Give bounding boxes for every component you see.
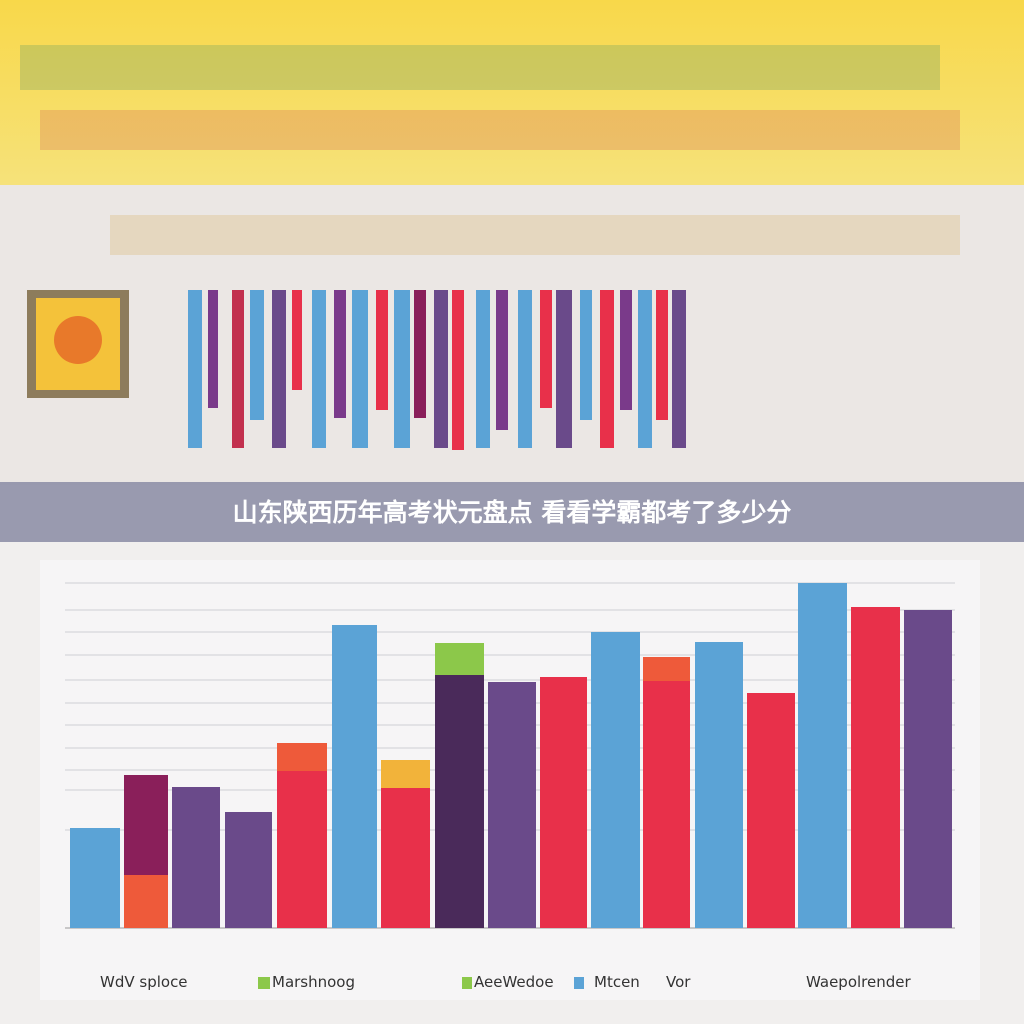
subtitle-strip [110, 215, 960, 255]
legend-swatch [462, 977, 472, 989]
legend-label: Vor [666, 973, 691, 991]
title-banner [0, 482, 1024, 542]
frame-art [54, 316, 102, 364]
legend-label: AeeWedoe [474, 973, 554, 991]
banner-title: 山东陕西历年高考状元盘点 看看学霸都考了多少分 [233, 498, 792, 527]
upper-bars [188, 290, 686, 450]
chart-bars [70, 583, 952, 928]
legend: WdV sploce Marshnoog AeeWedoe Mtcen Vor … [100, 973, 911, 991]
legend-label: WdV sploce [100, 973, 188, 991]
legend-label: Waepolrender [806, 973, 911, 991]
legend-swatch [574, 977, 584, 989]
header-decor [20, 45, 960, 150]
legend-swatch [258, 977, 270, 989]
header-band [0, 0, 1024, 185]
legend-label: Mtcen [594, 973, 640, 991]
legend-label: Marshnoog [272, 973, 355, 991]
